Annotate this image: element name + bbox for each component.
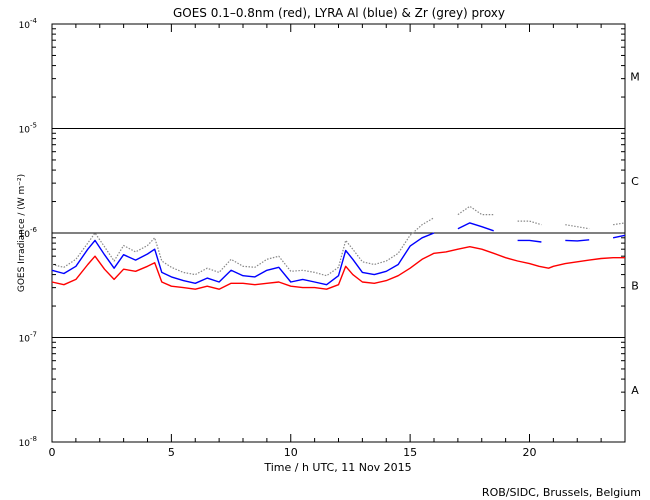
y-tick-label: 10-7: [19, 331, 37, 345]
y-tick-exponent: -7: [30, 331, 37, 339]
series-line-lyra-al: [51, 222, 626, 286]
grid-lines: [52, 128, 625, 338]
y-tick-label: 10-8: [19, 435, 37, 449]
y-tick-exponent: -6: [30, 226, 38, 234]
x-tick-label: 20: [523, 446, 537, 459]
series-line-lyra-zr: [51, 205, 626, 277]
y-tick-base: 10: [19, 126, 31, 136]
series-line-goes-0-1-0-8nm: [51, 246, 625, 290]
y-tick-label: 10-5: [19, 122, 37, 136]
x-tick-label: 10: [284, 446, 298, 459]
y-tick-exponent: -4: [30, 17, 38, 25]
flare-class-labels: A B C M: [630, 70, 640, 397]
flare-class-label: C: [631, 175, 639, 188]
y-tick-base: 10: [19, 21, 31, 31]
y-tick-base: 10: [19, 439, 31, 449]
axis-ticks: 10-810-710-610-510-40 5 10 15 20: [19, 17, 626, 459]
flare-class-label: B: [631, 279, 639, 292]
y-tick-label: 10-6: [19, 226, 38, 240]
flare-class-label: M: [630, 70, 640, 83]
y-tick-label: 10-4: [19, 17, 38, 31]
flare-class-label: A: [631, 384, 639, 397]
x-tick-label: 5: [168, 446, 175, 459]
y-tick-base: 10: [19, 335, 31, 345]
series-layer: [51, 205, 626, 290]
y-tick-exponent: -5: [30, 122, 37, 130]
chart-title: GOES 0.1–0.8nm (red), LYRA Al (blue) & Z…: [173, 6, 505, 20]
y-tick-base: 10: [19, 230, 31, 240]
y-tick-exponent: -8: [30, 435, 37, 443]
credit-text: ROB/SIDC, Brussels, Belgium: [482, 486, 641, 499]
y-axis-label: GOES Irradiance / (W m⁻²): [17, 174, 27, 292]
x-axis-label: Time / h UTC, 11 Nov 2015: [263, 461, 411, 474]
x-tick-label: 15: [403, 446, 417, 459]
x-tick-label: 0: [49, 446, 56, 459]
